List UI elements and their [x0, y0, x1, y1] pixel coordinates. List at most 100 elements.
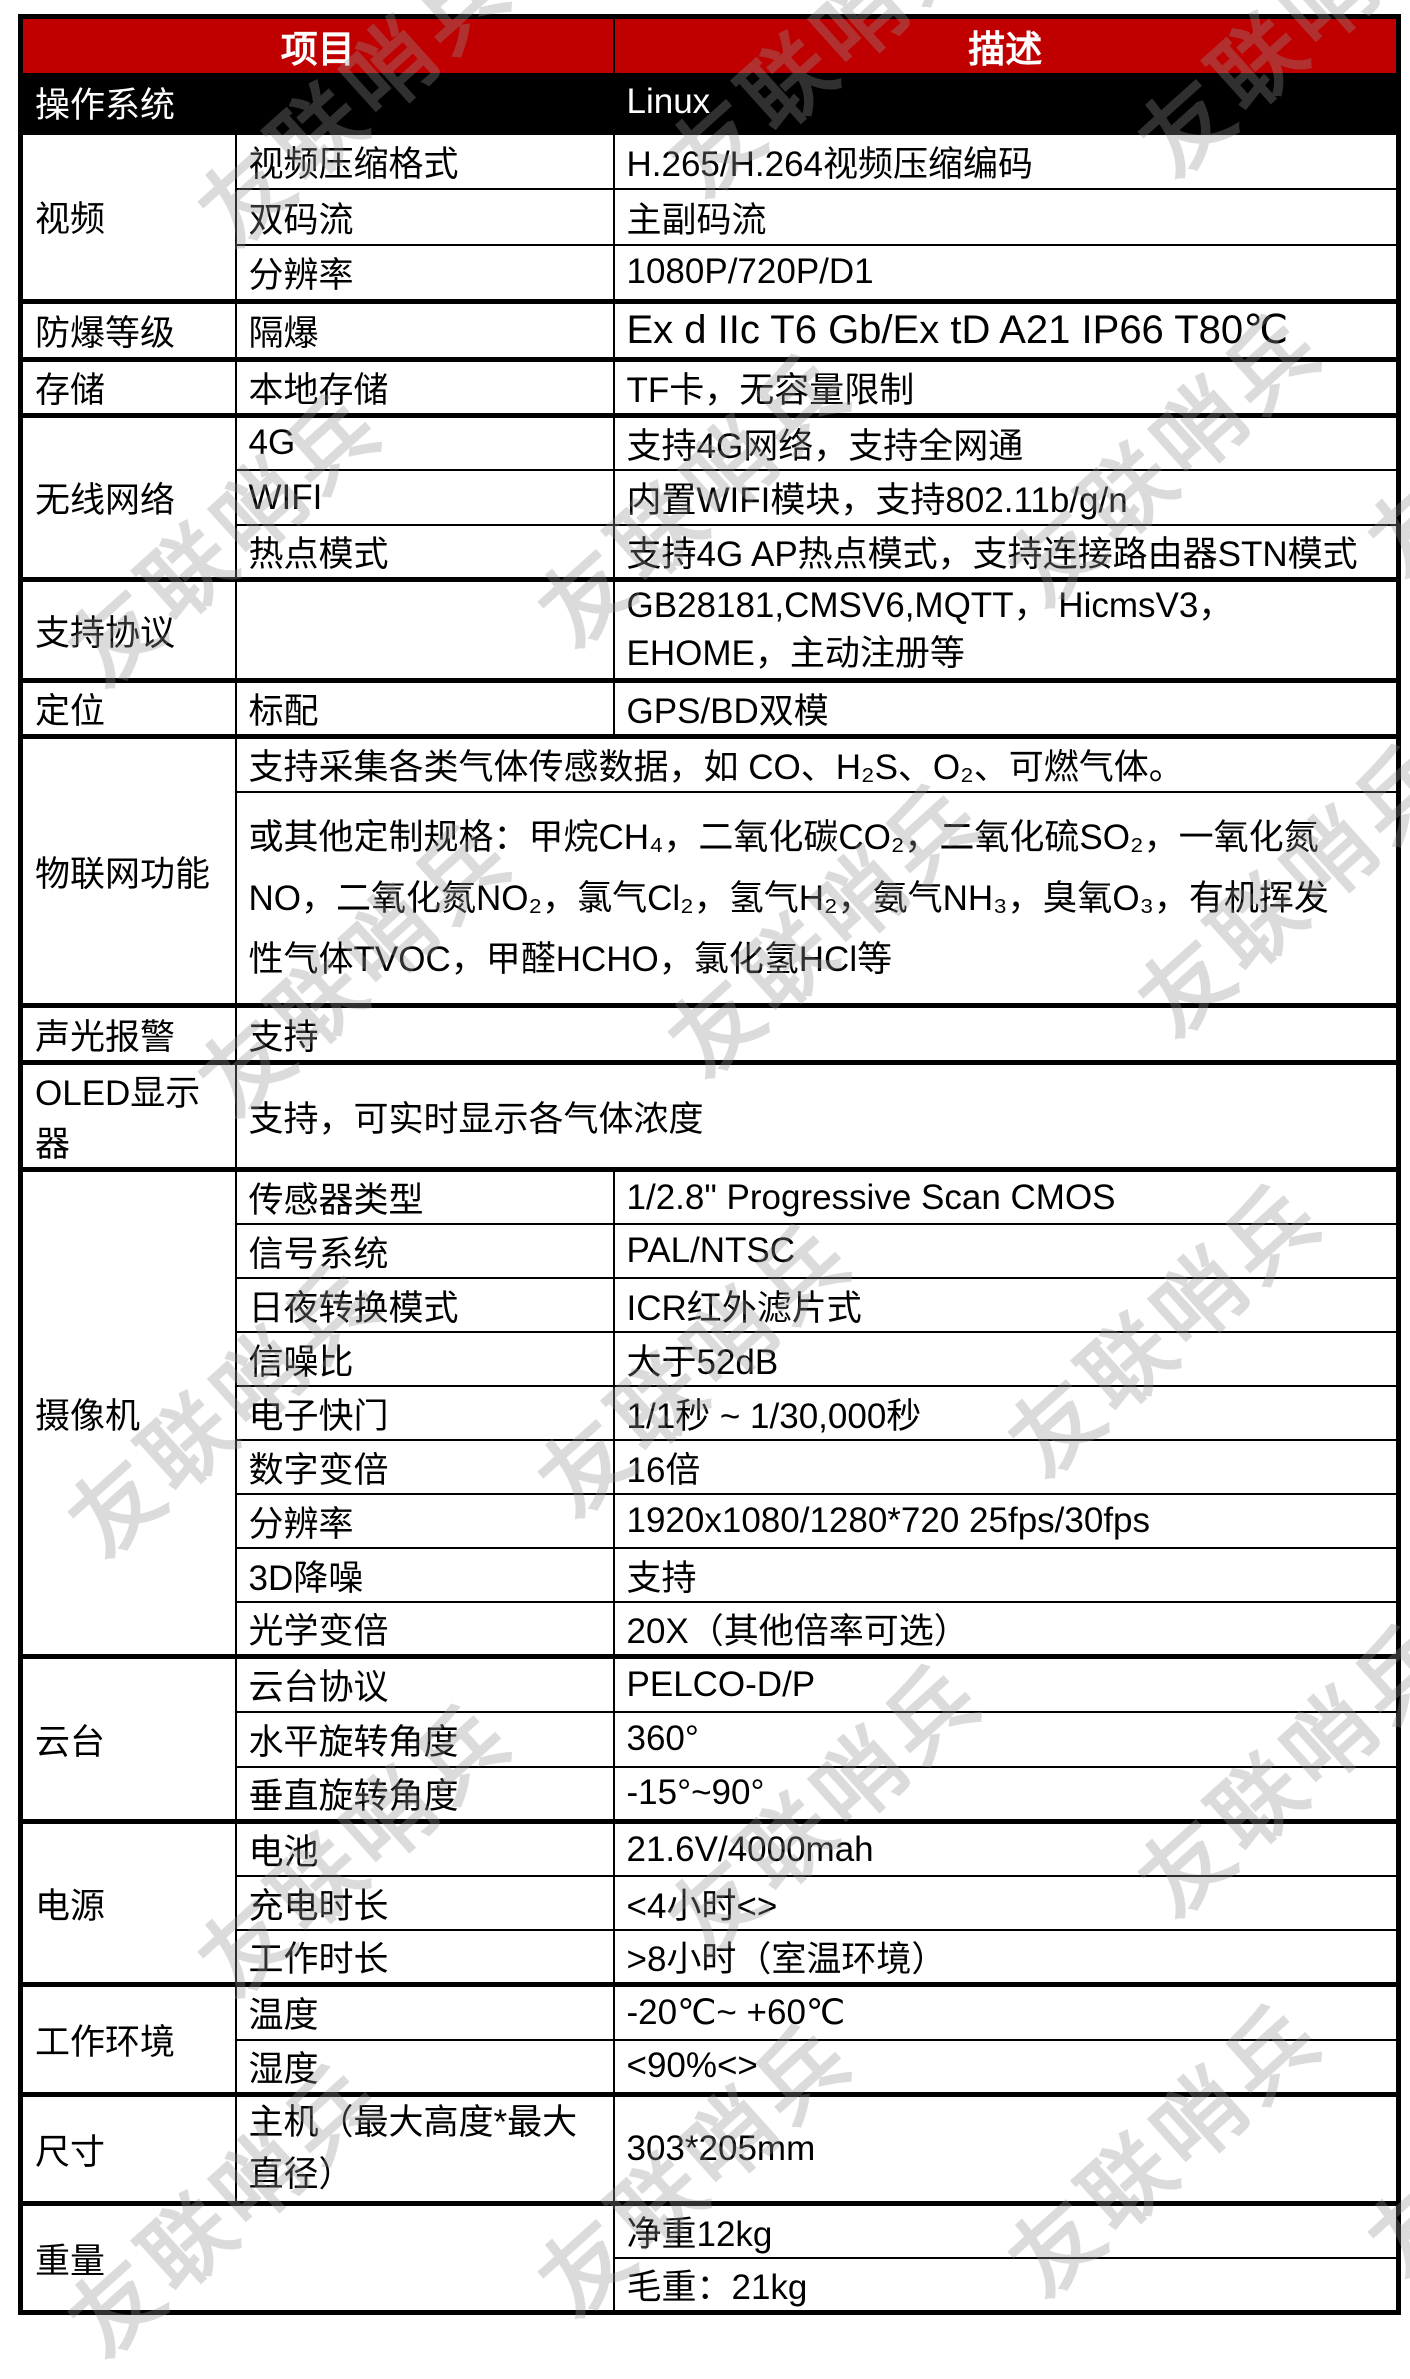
- battery-value: 21.6V/4000mah: [612, 1819, 1400, 1877]
- row-humidity: 湿度 <90%<>: [21, 2038, 1400, 2096]
- shutter-value: 1/1秒 ~ 1/30,000秒: [612, 1385, 1400, 1441]
- dimensions-name: 主机（最大高度*最大 直径）: [234, 2092, 615, 2205]
- temperature-value: -20℃~ +60℃: [612, 1982, 1400, 2041]
- iot-detail-line2: NO，二氧化氮NO₂，氯气Cl₂，氢气H₂，氨气NH₃，臭氧O₃，有机挥发: [248, 878, 1329, 918]
- 4g-name: 4G: [234, 412, 615, 471]
- row-tilt-angle: 垂直旋转角度 -15°~90°: [21, 1765, 1400, 1823]
- row-shutter: 电子快门 1/1秒 ~ 1/30,000秒: [21, 1385, 1400, 1441]
- os-label: 操作系统: [19, 73, 615, 133]
- storage-label: 存储: [19, 356, 237, 416]
- row-iot-detail: 或其他定制规格：甲烷CH₄，二氧化碳CO₂，二氧化硫SO₂，一氧化氮 NO，二氧…: [21, 790, 1400, 1007]
- storage-name: 本地存储: [234, 356, 615, 416]
- iot-detail: 或其他定制规格：甲烷CH₄，二氧化碳CO₂，二氧化硫SO₂，一氧化氮 NO，二氧…: [234, 790, 1400, 1007]
- row-iot-summary: 物联网功能 支持采集各类气体传感数据，如 CO、H₂S、O₂、可燃气体。: [19, 734, 1400, 1007]
- sensor-name: 传感器类型: [234, 1167, 615, 1225]
- row-snr: 信噪比 大于52dB: [21, 1331, 1400, 1387]
- digital-zoom-value: 16倍: [612, 1439, 1400, 1495]
- row-4g: 无线网络 4G 支持4G网络，支持全网通: [19, 412, 1400, 581]
- row-dual-stream: 双码流 主副码流: [21, 188, 1400, 246]
- oled-value: 支持，可实时显示各气体浓度: [234, 1060, 1400, 1171]
- net-weight-value: 净重12kg: [612, 2201, 1400, 2259]
- row-storage: 存储 本地存储 TF卡，无容量限制: [19, 356, 1400, 416]
- wireless-label: 无线网络: [19, 412, 237, 581]
- row-signal: 信号系统 PAL/NTSC: [21, 1223, 1400, 1279]
- weight-label: 重量: [19, 2201, 615, 2314]
- video-label: 视频: [19, 129, 237, 302]
- video-resolution-name: 分辨率: [234, 244, 615, 302]
- header-item: 项目: [19, 15, 615, 75]
- optical-zoom-name: 光学变倍: [234, 1601, 615, 1658]
- spec-sheet: 项目 描述 操作系统 Linux 视频 视频压缩格式 H.265/H.264视频…: [18, 14, 1401, 2315]
- dimensions-name-line1: 主机（最大高度*最大: [248, 2103, 578, 2142]
- protocols-name: [234, 577, 615, 682]
- shutter-name: 电子快门: [234, 1385, 615, 1441]
- explosion-value: Ex d IIc T6 Gb/Ex tD A21 IP66 T80℃: [612, 298, 1400, 360]
- positioning-name: 标配: [234, 678, 615, 738]
- dual-stream-name: 双码流: [234, 188, 615, 246]
- row-digital-zoom: 数字变倍 16倍: [21, 1439, 1400, 1495]
- 3dnr-value: 支持: [612, 1547, 1400, 1603]
- alarm-label: 声光报警: [19, 1003, 237, 1064]
- wifi-value: 内置WIFI模块，支持802.11b/g/n: [612, 469, 1400, 526]
- iot-detail-line3: 性气体TVOC，甲醛HCHO，氯化氢HCl等: [248, 939, 893, 979]
- row-hotspot: 热点模式 支持4G AP热点模式，支持连接路由器STN模式: [21, 524, 1400, 581]
- video-compression-name: 视频压缩格式: [234, 129, 615, 190]
- work-time-name: 工作时长: [234, 1929, 615, 1986]
- ptz-protocol-name: 云台协议: [234, 1654, 615, 1713]
- ptz-protocol-value: PELCO-D/P: [612, 1654, 1400, 1713]
- row-alarm: 声光报警 支持: [19, 1003, 1400, 1064]
- video-compression-value: H.265/H.264视频压缩编码: [612, 129, 1400, 190]
- iot-label: 物联网功能: [19, 734, 237, 1007]
- row-net-weight: 重量 净重12kg: [19, 2201, 1400, 2314]
- pan-angle-name: 水平旋转角度: [234, 1710, 615, 1768]
- cam-resolution-value: 1920x1080/1280*720 25fps/30fps: [612, 1493, 1400, 1549]
- row-optical-zoom: 光学变倍 20X（其他倍率可选）: [21, 1601, 1400, 1658]
- storage-value: TF卡，无容量限制: [612, 356, 1400, 416]
- hotspot-value: 支持4G AP热点模式，支持连接路由器STN模式: [612, 524, 1400, 581]
- camera-label: 摄像机: [19, 1167, 237, 1658]
- temperature-name: 温度: [234, 1982, 615, 2041]
- row-positioning: 定位 标配 GPS/BD双模: [19, 678, 1400, 738]
- signal-value: PAL/NTSC: [612, 1223, 1400, 1279]
- dimensions-name-line2: 直径）: [248, 2155, 354, 2194]
- spec-table: 项目 描述 操作系统 Linux 视频 视频压缩格式 H.265/H.264视频…: [18, 14, 1401, 2315]
- wifi-name: WIFI: [234, 469, 615, 526]
- positioning-value: GPS/BD双模: [612, 678, 1400, 738]
- optical-zoom-value: 20X（其他倍率可选）: [612, 1601, 1400, 1658]
- row-ptz-protocol: 云台 云台协议 PELCO-D/P: [19, 1654, 1400, 1823]
- row-temperature: 工作环境 温度 -20℃~ +60℃: [19, 1982, 1400, 2096]
- row-battery: 电源 电池 21.6V/4000mah: [19, 1819, 1400, 1986]
- header-desc: 描述: [612, 15, 1400, 75]
- row-wifi: WIFI 内置WIFI模块，支持802.11b/g/n: [21, 469, 1400, 526]
- environment-label: 工作环境: [19, 1982, 237, 2096]
- hotspot-name: 热点模式: [234, 524, 615, 581]
- row-sensor: 摄像机 传感器类型 1/2.8" Progressive Scan CMOS: [19, 1167, 1400, 1658]
- explosion-label: 防爆等级: [19, 298, 237, 360]
- 3dnr-name: 3D降噪: [234, 1547, 615, 1603]
- row-video-resolution: 分辨率 1080P/720P/D1: [21, 244, 1400, 302]
- row-protocols: 支持协议 GB28181,CMSV6,MQTT， HicmsV3， EHOME，…: [19, 577, 1400, 682]
- 4g-value: 支持4G网络，支持全网通: [612, 412, 1400, 471]
- row-video-compression: 视频 视频压缩格式 H.265/H.264视频压缩编码: [19, 129, 1400, 302]
- signal-name: 信号系统: [234, 1223, 615, 1279]
- positioning-label: 定位: [19, 678, 237, 738]
- video-resolution-value: 1080P/720P/D1: [612, 244, 1400, 302]
- row-3dnr: 3D降噪 支持: [21, 1547, 1400, 1603]
- iot-summary: 支持采集各类气体传感数据，如 CO、H₂S、O₂、可燃气体。: [234, 734, 1400, 793]
- row-charge-time: 充电时长 <4小时<>: [21, 1875, 1400, 1931]
- daynight-name: 日夜转换模式: [234, 1277, 615, 1333]
- page: { "watermark": { "text": "友联哨兵" }, "head…: [18, 0, 1410, 2374]
- row-cam-resolution: 分辨率 1920x1080/1280*720 25fps/30fps: [21, 1493, 1400, 1549]
- protocols-label: 支持协议: [19, 577, 237, 682]
- daynight-value: ICR红外滤片式: [612, 1277, 1400, 1333]
- row-os: 操作系统 Linux: [19, 73, 1400, 133]
- battery-name: 电池: [234, 1819, 615, 1877]
- pan-angle-value: 360°: [612, 1710, 1400, 1768]
- humidity-name: 湿度: [234, 2038, 615, 2096]
- protocols-line1: GB28181,CMSV6,MQTT， HicmsV3，: [626, 586, 1234, 625]
- header-row: 项目 描述: [19, 15, 1400, 75]
- os-value: Linux: [612, 73, 1400, 133]
- charge-time-value: <4小时<>: [612, 1875, 1400, 1931]
- row-pan-angle: 水平旋转角度 360°: [21, 1710, 1400, 1768]
- ptz-label: 云台: [19, 1654, 237, 1823]
